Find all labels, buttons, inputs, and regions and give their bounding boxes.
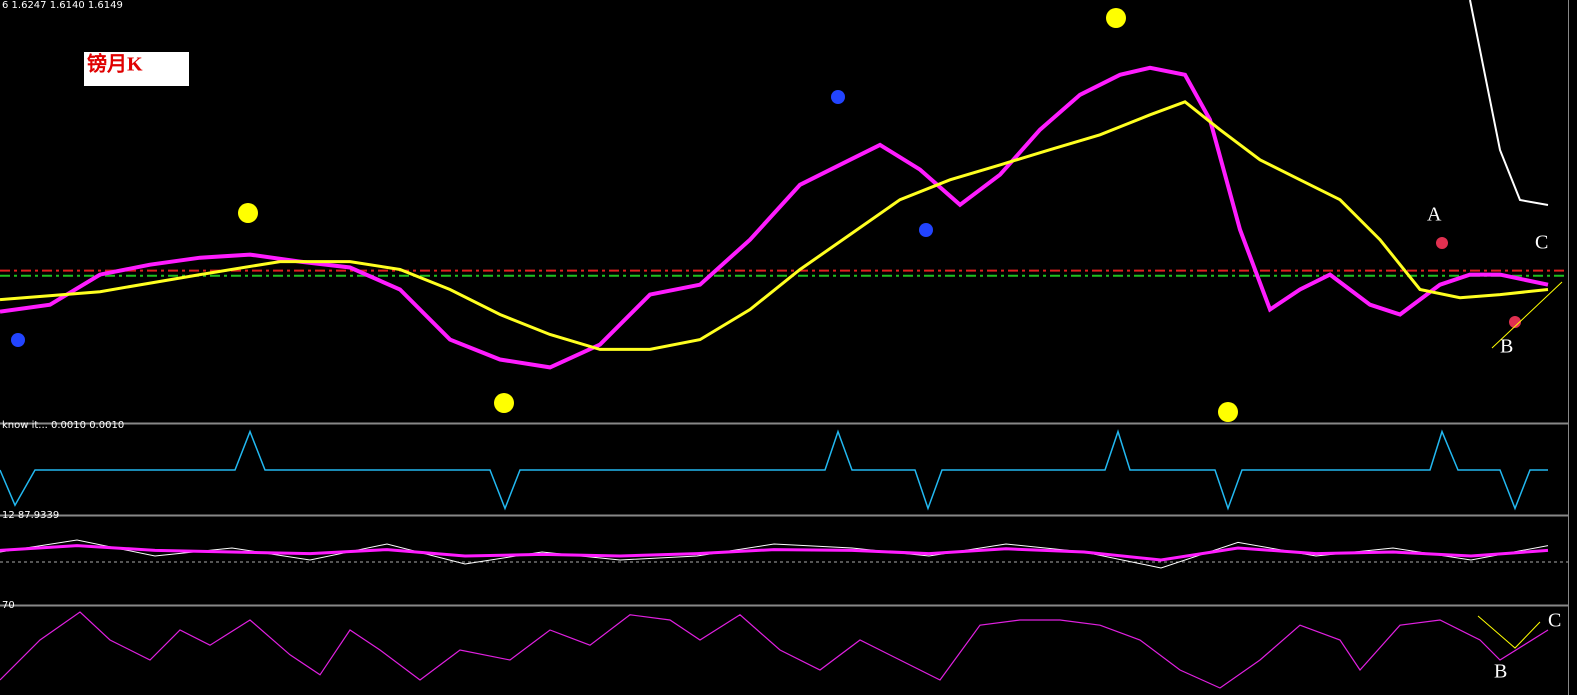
trend-line bbox=[1491, 281, 1563, 349]
annotation: A bbox=[1427, 204, 1442, 226]
curve bbox=[1469, 0, 1549, 206]
panel-label: know it... 0.0010 0.0010 bbox=[2, 420, 124, 431]
panel-label: 12 87.9339 bbox=[2, 510, 59, 521]
label-box bbox=[84, 52, 189, 86]
signals bbox=[11, 8, 1521, 422]
panel-label: 6 1.6247 1.6140 1.6149 bbox=[2, 0, 123, 11]
annotation: B bbox=[1500, 336, 1513, 358]
series-line bbox=[0, 65, 1549, 370]
annotation: B bbox=[1494, 661, 1507, 683]
annotation: C bbox=[1535, 232, 1548, 254]
series-line bbox=[0, 429, 1548, 511]
trend-line bbox=[1477, 615, 1541, 649]
annotation: 镑月K bbox=[87, 52, 143, 76]
annotation: C bbox=[1548, 610, 1561, 632]
panel-label: 70 bbox=[2, 600, 15, 611]
series-line bbox=[0, 100, 1549, 351]
series-line bbox=[0, 544, 1549, 562]
series-line bbox=[0, 611, 1549, 689]
